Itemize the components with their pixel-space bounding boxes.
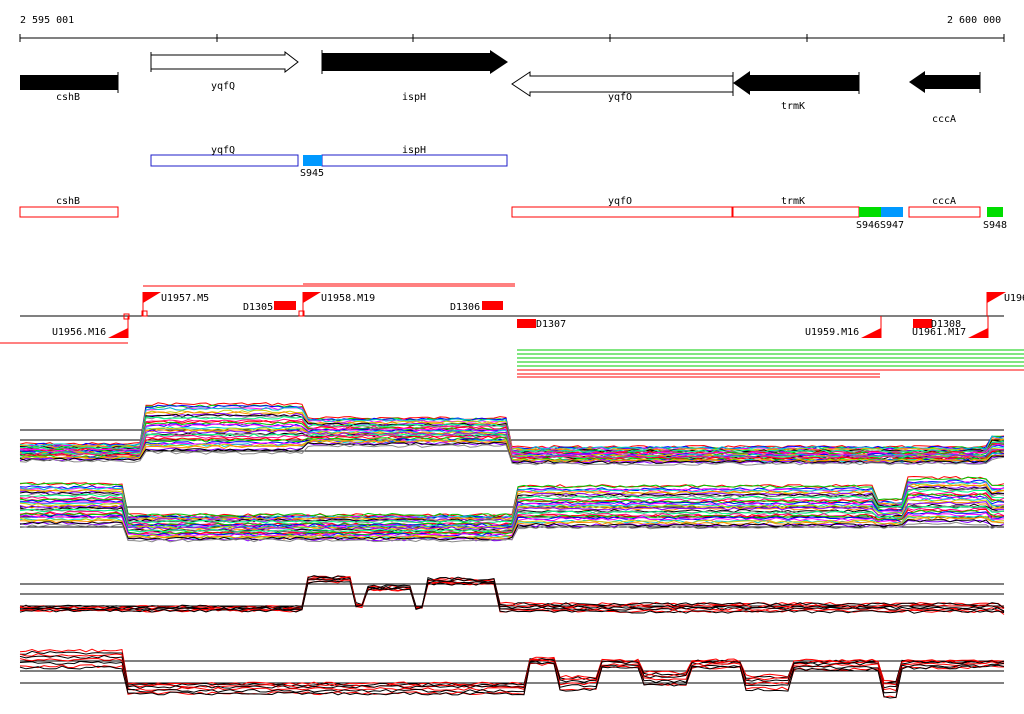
- selected-trace: [19, 662, 1005, 699]
- segment-label: yqfO: [608, 196, 632, 207]
- expression-trace: [19, 509, 1005, 536]
- expression-trace: [19, 434, 1005, 460]
- red-segment-track: cshB yqfO trmK cccA S946 S947 S948: [19, 196, 1007, 231]
- gene-cshB[interactable]: cshB: [20, 72, 119, 103]
- downshift-D1307[interactable]: D1307: [517, 319, 566, 330]
- segment-label: cccA: [932, 196, 956, 207]
- expression-trace: [19, 512, 1005, 538]
- selected-trace: [19, 657, 1004, 692]
- selected-trace: [19, 650, 1005, 687]
- upshift-label: U1956.M16: [52, 327, 106, 338]
- upshift-flag-U1957[interactable]: U1957.M5: [141, 292, 209, 317]
- segment-yqfQ[interactable]: [150, 154, 299, 167]
- downshift-label: D1308: [931, 319, 961, 330]
- gene-label: ispH: [402, 92, 426, 103]
- marker-S946[interactable]: [859, 207, 881, 217]
- downshift-label: D1305: [243, 302, 273, 313]
- segment-cshB[interactable]: [19, 206, 119, 218]
- marker-label: S945: [300, 168, 324, 179]
- upshift-flag-U196[interactable]: U196: [986, 292, 1024, 316]
- downshift-D1305[interactable]: D1305: [243, 301, 296, 313]
- marker-label: S948: [983, 220, 1007, 231]
- expression-panel-reverse-conditions: [19, 475, 1005, 543]
- gene-label: cshB: [56, 92, 80, 103]
- blue-segment-track: yqfQ ispH S945: [150, 145, 508, 179]
- selected-trace: [19, 661, 1005, 699]
- gene-label: yqfQ: [211, 81, 235, 92]
- segment-ispH[interactable]: [321, 154, 508, 167]
- expression-panel-forward-selected: [19, 575, 1005, 615]
- gene-yqfQ[interactable]: yqfQ: [150, 50, 299, 92]
- segment-yqfO[interactable]: [511, 206, 733, 218]
- upshift-flag-U1961[interactable]: U1961.M17: [912, 316, 989, 338]
- downshift-D1308[interactable]: D1308: [913, 319, 961, 330]
- marker-label: S946: [856, 220, 880, 231]
- expression-trace: [19, 497, 1005, 529]
- upshift-flag-U1959[interactable]: U1959.M16: [805, 316, 882, 338]
- expression-panel-forward-conditions: [19, 402, 1005, 466]
- expression-trace: [19, 483, 1005, 521]
- marker-S947[interactable]: [881, 207, 903, 217]
- selected-trace: [19, 660, 1005, 694]
- expression-trace: [19, 501, 1005, 531]
- upshift-label: U196: [1004, 293, 1024, 304]
- upshift-label: U1958.M19: [321, 293, 375, 304]
- selected-trace: [19, 648, 1005, 686]
- selected-trace: [19, 580, 1005, 614]
- downshift-D1306[interactable]: D1306: [450, 301, 503, 313]
- segment-label: trmK: [781, 196, 805, 207]
- gene-ispH[interactable]: ispH: [321, 50, 508, 103]
- shift-track: U1956.M16 U1957.M5 U1958.M19 U1959.M16 U…: [0, 283, 1024, 378]
- gene-trmK[interactable]: trmK: [733, 71, 860, 112]
- expression-panel-reverse-selected: [19, 648, 1005, 699]
- downshift-label: D1307: [536, 319, 566, 330]
- segment-label: yqfQ: [211, 145, 235, 156]
- gene-track: cshB yqfQ ispH yqfO trmK cccA: [20, 50, 981, 125]
- expression-trace: [19, 444, 1005, 466]
- extension-lines: [517, 349, 1024, 378]
- marker-S948[interactable]: [987, 207, 1003, 217]
- upshift-flag-U1958[interactable]: U1958.M19: [298, 292, 375, 317]
- ruler-end-label: 2 600 000: [947, 15, 1001, 26]
- gene-yqfO[interactable]: yqfO: [511, 71, 734, 103]
- downshift-label: D1306: [450, 302, 480, 313]
- upshift-label: U1961.M17: [912, 327, 966, 338]
- gene-label: trmK: [781, 101, 805, 112]
- gene-cccA[interactable]: cccA: [909, 71, 981, 125]
- gene-label: cccA: [932, 114, 956, 125]
- segment-cccA[interactable]: [908, 206, 981, 218]
- expression-trace: [19, 521, 1005, 543]
- selected-trace: [19, 577, 1005, 613]
- marker-S945[interactable]: [303, 155, 322, 166]
- upshift-label: U1957.M5: [161, 293, 209, 304]
- upshift-label: U1959.M16: [805, 327, 859, 338]
- gene-label: yqfO: [608, 92, 632, 103]
- marker-label: S947: [880, 220, 904, 231]
- upshift-flag-U1956[interactable]: U1956.M16: [52, 313, 130, 338]
- coordinate-ruler: 2 595 001 2 600 000: [19, 15, 1005, 42]
- segment-trmK[interactable]: [732, 206, 860, 218]
- expression-trace: [19, 519, 1005, 541]
- segment-label: cshB: [56, 196, 80, 207]
- ruler-start-label: 2 595 001: [20, 15, 74, 26]
- segment-label: ispH: [402, 145, 426, 156]
